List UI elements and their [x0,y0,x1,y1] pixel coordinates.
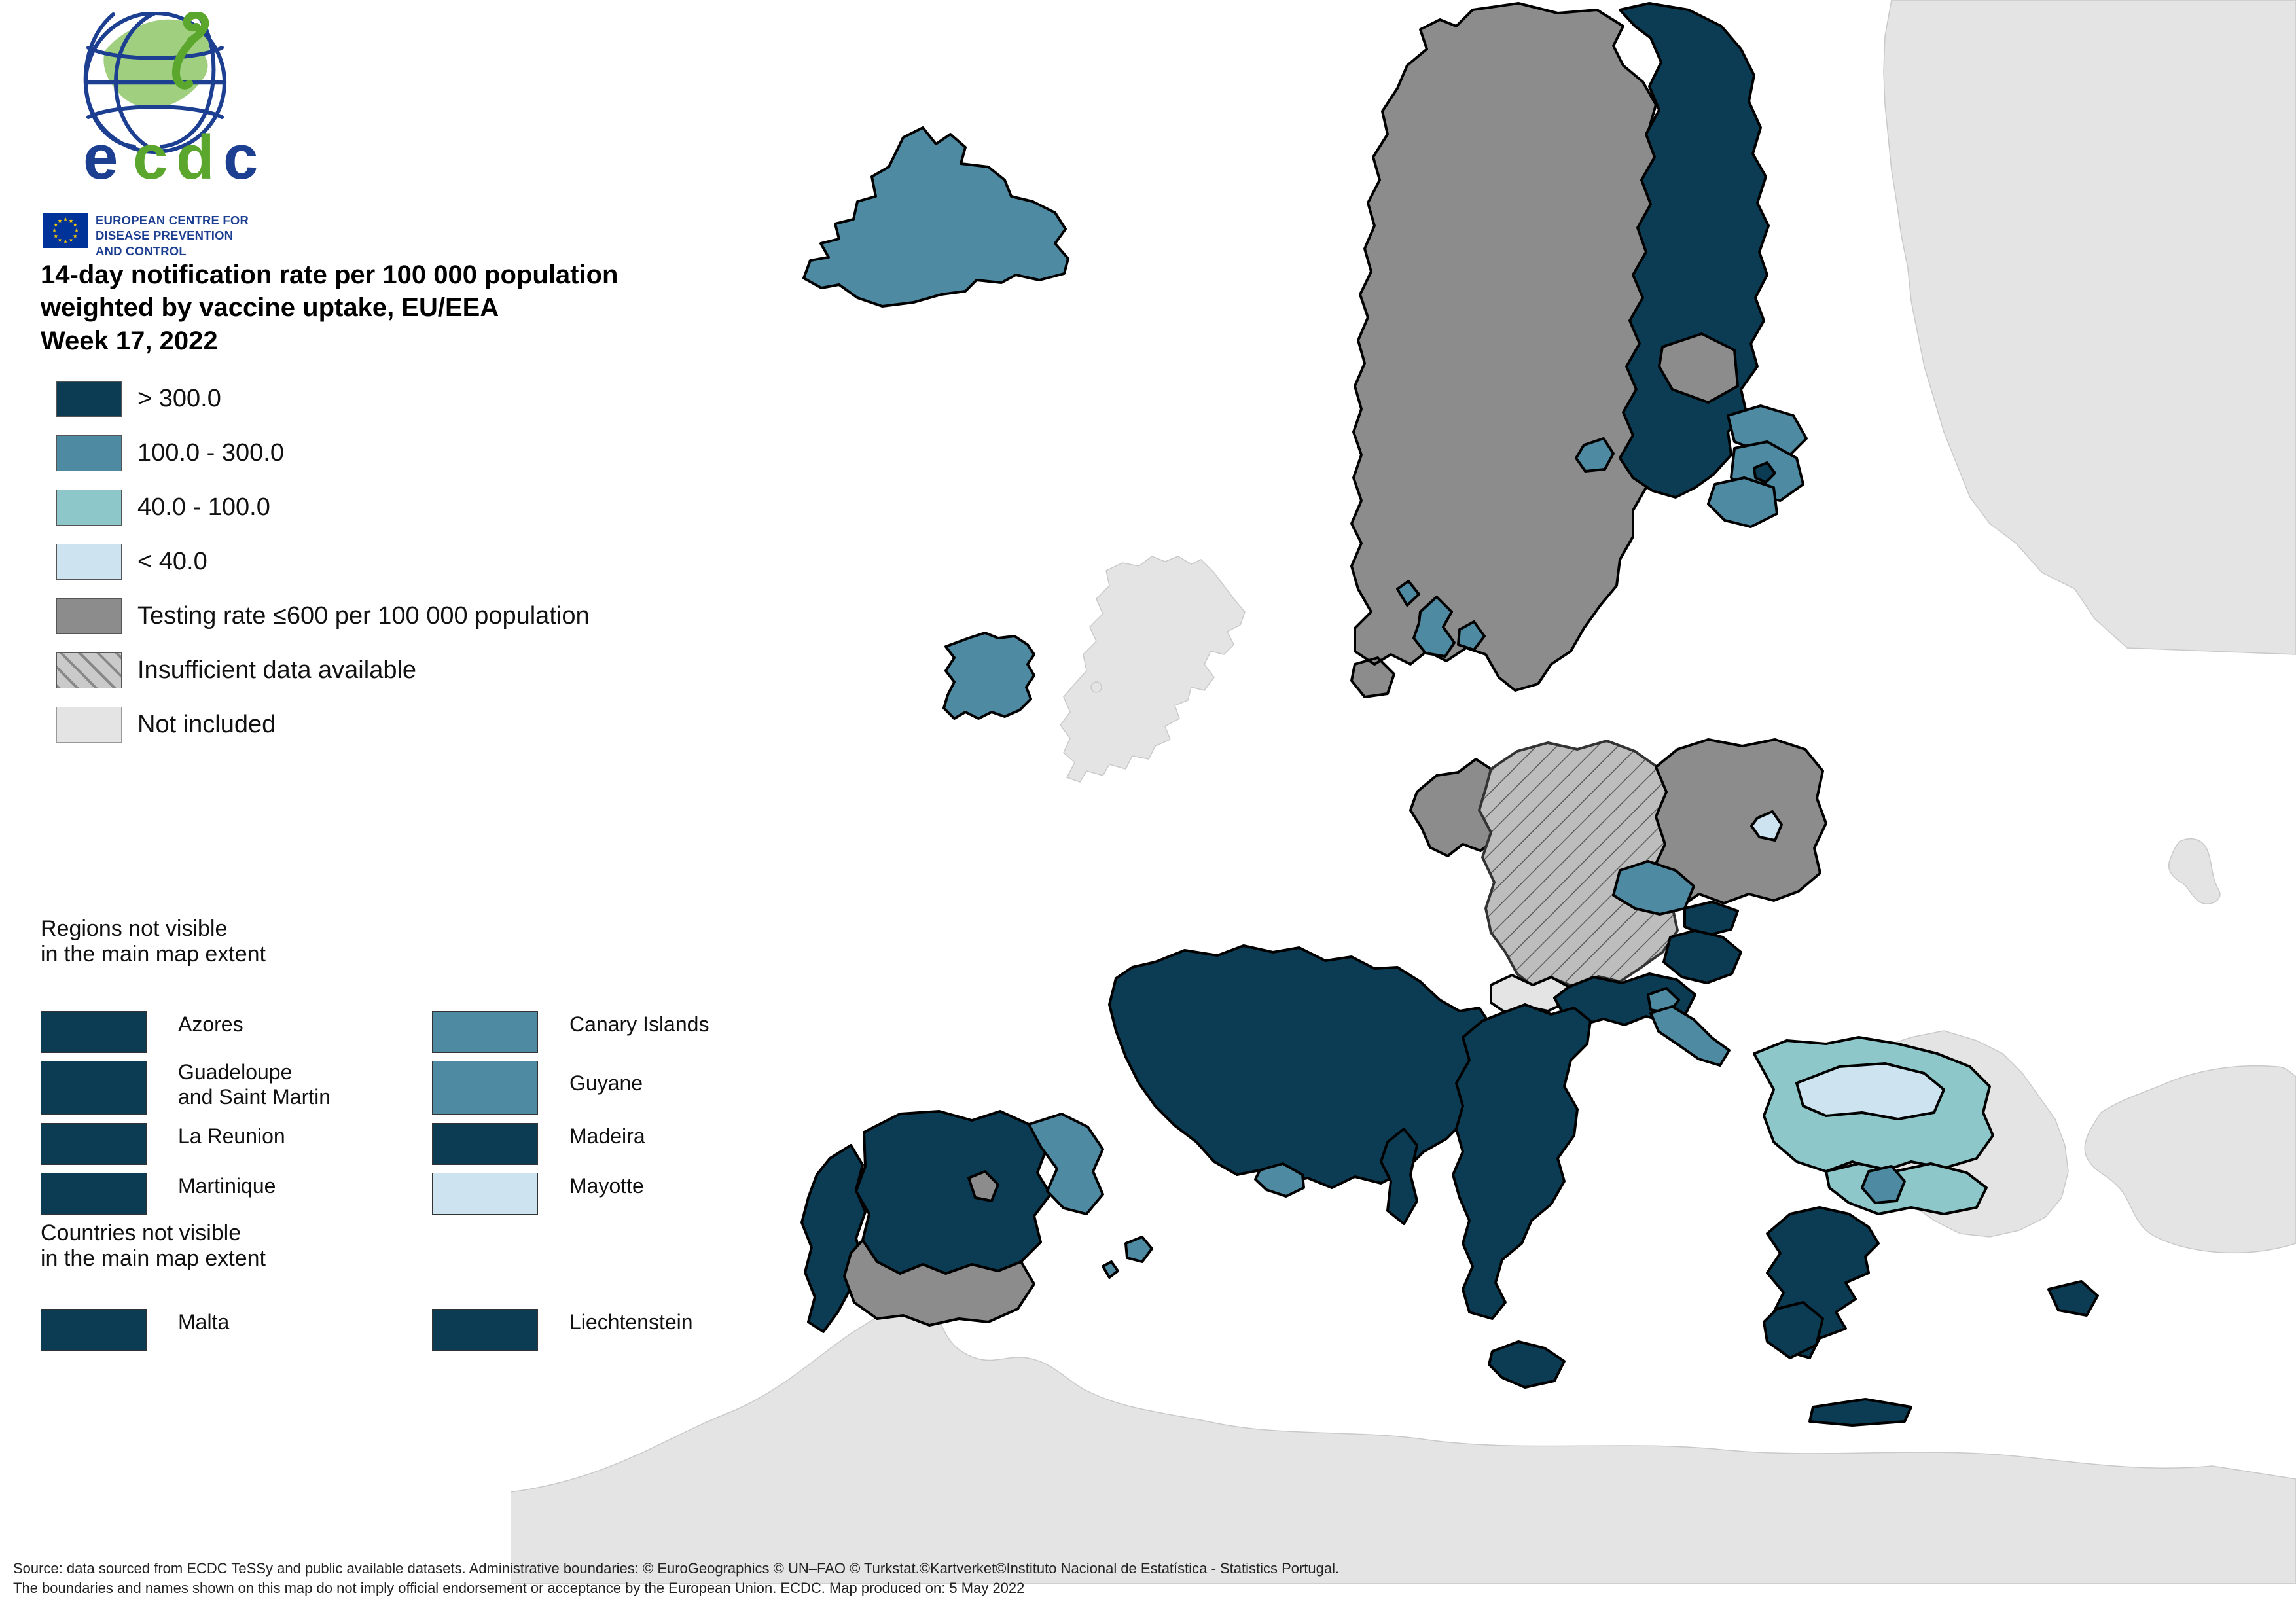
svg-text:c: c [223,122,258,192]
svg-text:c: c [133,122,168,192]
svg-text:d: d [176,122,215,192]
svg-text:e: e [83,122,118,192]
